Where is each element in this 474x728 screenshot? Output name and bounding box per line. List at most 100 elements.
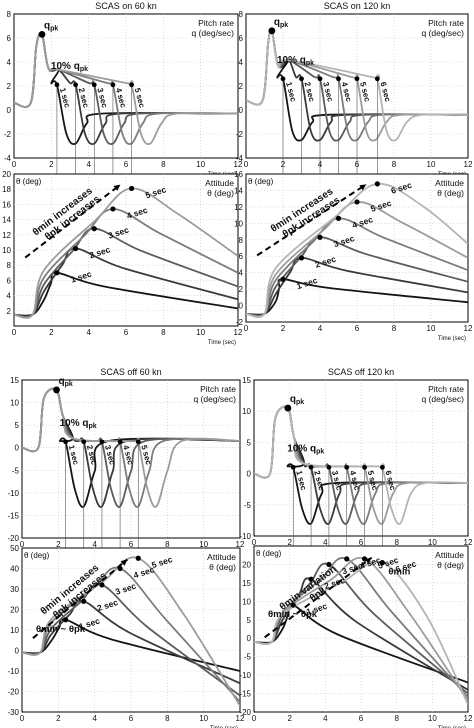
panel-b-theta-ytick-label: 16 [234,170,243,179]
panel-b-theta-theta-group [246,182,468,319]
panel-b-q-peak-sub: pk [280,22,288,29]
panel-b-theta-theta-peak-dot [298,255,305,261]
panel-a-theta-ytick-label: 4 [7,292,12,301]
panel-a-q-xtick-label: 6 [124,160,129,169]
panel-d-theta-trend-arrow-head [364,557,372,564]
panel-a-theta-ytick-label: 6 [7,276,12,285]
panel-b-q-ytick-label: 2 [239,82,244,91]
panel-c-theta-trend-arrow-line [32,558,129,639]
panel-c-q-q-marker-dot [63,439,68,445]
panel-c-q-ytick-label: 15 [10,376,19,385]
panel-c-theta-ytick-label: 40 [10,565,19,574]
panel-b-theta-ytick-label: 12 [234,203,243,212]
panel-d-theta-ytick-label: -10 [239,671,251,680]
panel-d-q-q-marker-dot [344,464,350,470]
panel-c-q-peak-sub: pk [65,381,73,388]
panel-c-q-ytick-label: -20 [7,534,19,543]
panel-c-theta-theta-peak-dot [81,598,87,604]
panel-a-q-percent-sub: pk [80,66,88,73]
panel-c-theta-xtick-label: 2 [56,714,61,723]
panel-a-q-ytick-label: 0 [7,106,12,115]
panel-a-theta-xtick-label: 4 [86,328,91,337]
panel-c: SCAS off 60 kn -20 -15 -10 -5 0 5 10 15 0 2 4 6 8 10 12… [7,367,245,728]
panel-b-q-q-marker-dot [354,76,360,82]
panel-b-theta-xtick-label: 6 [355,324,360,333]
panel-c-theta-theta-label-1: Attitude [207,552,236,562]
panel-c-q-xtick-label: 6 [129,540,134,549]
panel-b-q-ytick-label: -2 [236,130,244,139]
panel-d-theta-xtick-label: 8 [394,714,399,723]
panel-b-q-q-marker-dot [299,76,304,82]
panel-d-theta-theta-peak-dot [308,576,314,582]
panel-c-q-xtick-label: 2 [56,540,61,549]
panel-d-q-ytick-label: -5 [244,501,252,510]
panel-d-q-xtick-label: 8 [394,538,399,547]
panel-a: SCAS on 60 kn -4 -2 0 2 4 6 8 0 2 4 6 8 10 12 Time (sec… [2,1,243,346]
panel-d-q-xtick-label: 4 [323,538,328,547]
panel-b-q-q-marker-dot [317,76,323,82]
panel-a-theta-ytick-label: 8 [7,261,12,270]
panel-d-theta-xtick-label: 0 [252,714,257,723]
panel-c-q-percent-label: 10% qpk [60,418,97,430]
panel-c-theta-xlabel: Time (sec) [210,726,238,728]
panel-c-theta-ytick-label: 10 [10,626,19,635]
panel-a-q-ytick-label: 8 [7,10,12,19]
panel-d-q-ytick-label: 15 [242,376,251,385]
panel-c-theta-theta-peak-dot [135,555,141,561]
panel-b-q-ytick-label: 8 [239,10,244,19]
panel-d-q-q-marker-dot [380,464,385,470]
panel-b-q-percent-sub: pk [306,60,314,67]
panel-a-title: SCAS on 60 kn [95,1,157,11]
panel-b-q-peak-dot [268,27,276,35]
panel-c-theta-ytick-label: 50 [10,544,19,553]
panel-c-theta-ytick-label: 20 [10,606,19,615]
panel-b-theta-xtick-label: 4 [318,324,323,333]
panel-d-q-series-group [254,405,468,525]
panel-b-theta-ytick-label: 0 [239,302,244,311]
panel-b-theta-xtick-label: 8 [392,324,397,333]
panel-d-theta-theta-peak-dot [379,560,385,566]
panel-c-theta-ytick-label: -30 [7,708,19,717]
panel-d-theta-theta-peak-dot [290,602,296,608]
panel-c-q-ytick-label: 5 [15,421,20,430]
panel-d-q-q-marker-dot [326,464,332,470]
panel-b-theta-ytick-label: 10 [234,219,243,228]
panel-c-theta-xtick-label: 0 [20,714,25,723]
panel-c-theta-ytick-label: 0 [15,647,20,656]
panel-c-q-xtick-label: 4 [92,540,97,549]
panel-a-theta-ytick-label: 10 [2,246,11,255]
panel-a-q-ytick-label: 6 [7,34,12,43]
panel-a-q-q-series-5 [14,32,238,146]
panel-d-theta-ytick-label: 20 [242,560,251,569]
panel-b-q-q-label-2: q (deg/sec) [421,28,464,38]
panel-c-q-q-marker-dot [117,439,123,445]
panel-b-theta-ytick-label: 14 [234,186,243,195]
panel-a-q-xtick-label: 4 [86,160,91,169]
panel-c-theta-xtick-label: 10 [199,714,208,723]
panel-a-q-xtick-label: 12 [234,160,243,169]
panel-c-theta-ytick-label: -10 [7,667,19,676]
panel-c-q-series-group [22,387,240,508]
panel-c-theta-trend-arrow-head [120,559,128,566]
panel-d-q-q-label-1: Pitch rate [428,384,464,394]
panel-b-theta-theta-ylabel: θ (deg) [248,177,274,186]
panel-a-q-percent-label: 10% qpk [51,61,88,73]
panel-b-theta-theta-label-2: θ (deg) [437,188,464,198]
panel-c-q-q-label-1: Pitch rate [200,384,236,394]
panel-b-q-q-series-6 [246,28,468,142]
panel-d-q-ytick-label: 0 [247,470,252,479]
panel-d-theta-trend-arrow-line [264,556,373,639]
panel-c-q-xtick-label: 10 [199,540,208,549]
panel-a-theta-xtick-label: 2 [49,328,54,337]
panel-c-theta-theta-series-5 [22,556,240,707]
panel-b-q-xtick-label: 10 [427,160,436,169]
panel-a-q-ytick-label: -2 [4,130,12,139]
panel-a-q-q-marker-dot [110,82,116,88]
panel-b-theta-theta-peak-dot [280,276,286,282]
panel-c-q-xtick-label: 8 [165,540,170,549]
panel-c-theta-theta-ylabel: θ (deg) [24,551,50,560]
panel-d-q-xtick-label: 12 [464,538,473,547]
panel-c-q-peak-dot [53,386,60,394]
panel-c-theta-theta-label-2: θ (deg) [209,562,236,572]
panel-c-q-ytick-label: -10 [7,489,19,498]
